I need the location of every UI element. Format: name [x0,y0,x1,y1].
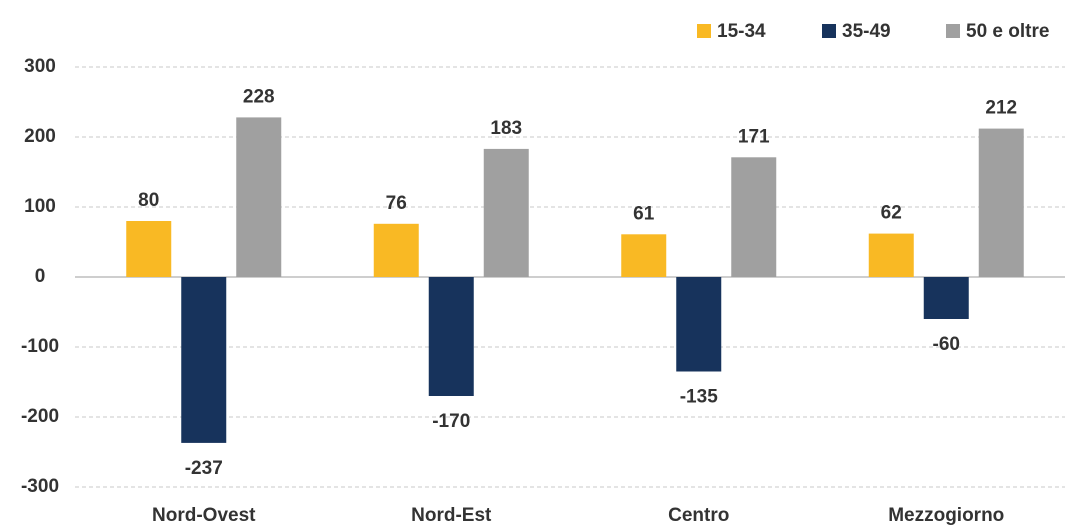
y-tick-label: 300 [24,56,56,77]
x-tick-label: Nord-Est [411,505,492,526]
legend-swatch [697,24,711,38]
bar [621,234,667,277]
data-label: 76 [386,193,407,214]
legend-label: 35-49 [842,21,891,42]
x-tick-label: Mezzogiorno [888,505,1004,526]
data-label: 62 [881,203,902,224]
data-label: 212 [985,98,1017,119]
y-tick-label: 200 [24,126,56,147]
bar [483,148,529,277]
y-tick-label: -100 [21,336,59,357]
data-label: -135 [680,387,718,408]
x-tick-label: Nord-Ovest [152,505,256,526]
legend-swatch [822,24,836,38]
data-label: -60 [933,334,960,355]
data-label: -170 [432,411,470,432]
bar [731,157,777,277]
data-label: 61 [633,203,655,224]
data-label: -237 [185,458,223,479]
bar [126,221,172,277]
x-tick-label: Centro [668,505,729,526]
bar [923,277,969,319]
data-label: 183 [490,118,522,139]
y-tick-label: -200 [21,406,59,427]
data-label: 228 [243,86,275,107]
y-tick-label: 0 [35,266,46,287]
data-label: 171 [738,126,770,147]
legend-label: 15-34 [717,21,766,42]
bar [978,128,1024,277]
bar [236,117,282,278]
y-tick-label: 100 [24,196,56,217]
bar [868,233,914,277]
bar [676,277,722,372]
legend-label: 50 e oltre [966,21,1049,42]
legend-swatch [946,24,960,38]
bar [181,277,227,443]
data-label: 80 [138,190,159,211]
bar [428,277,474,396]
y-tick-label: -300 [21,476,59,497]
bar [373,223,419,277]
